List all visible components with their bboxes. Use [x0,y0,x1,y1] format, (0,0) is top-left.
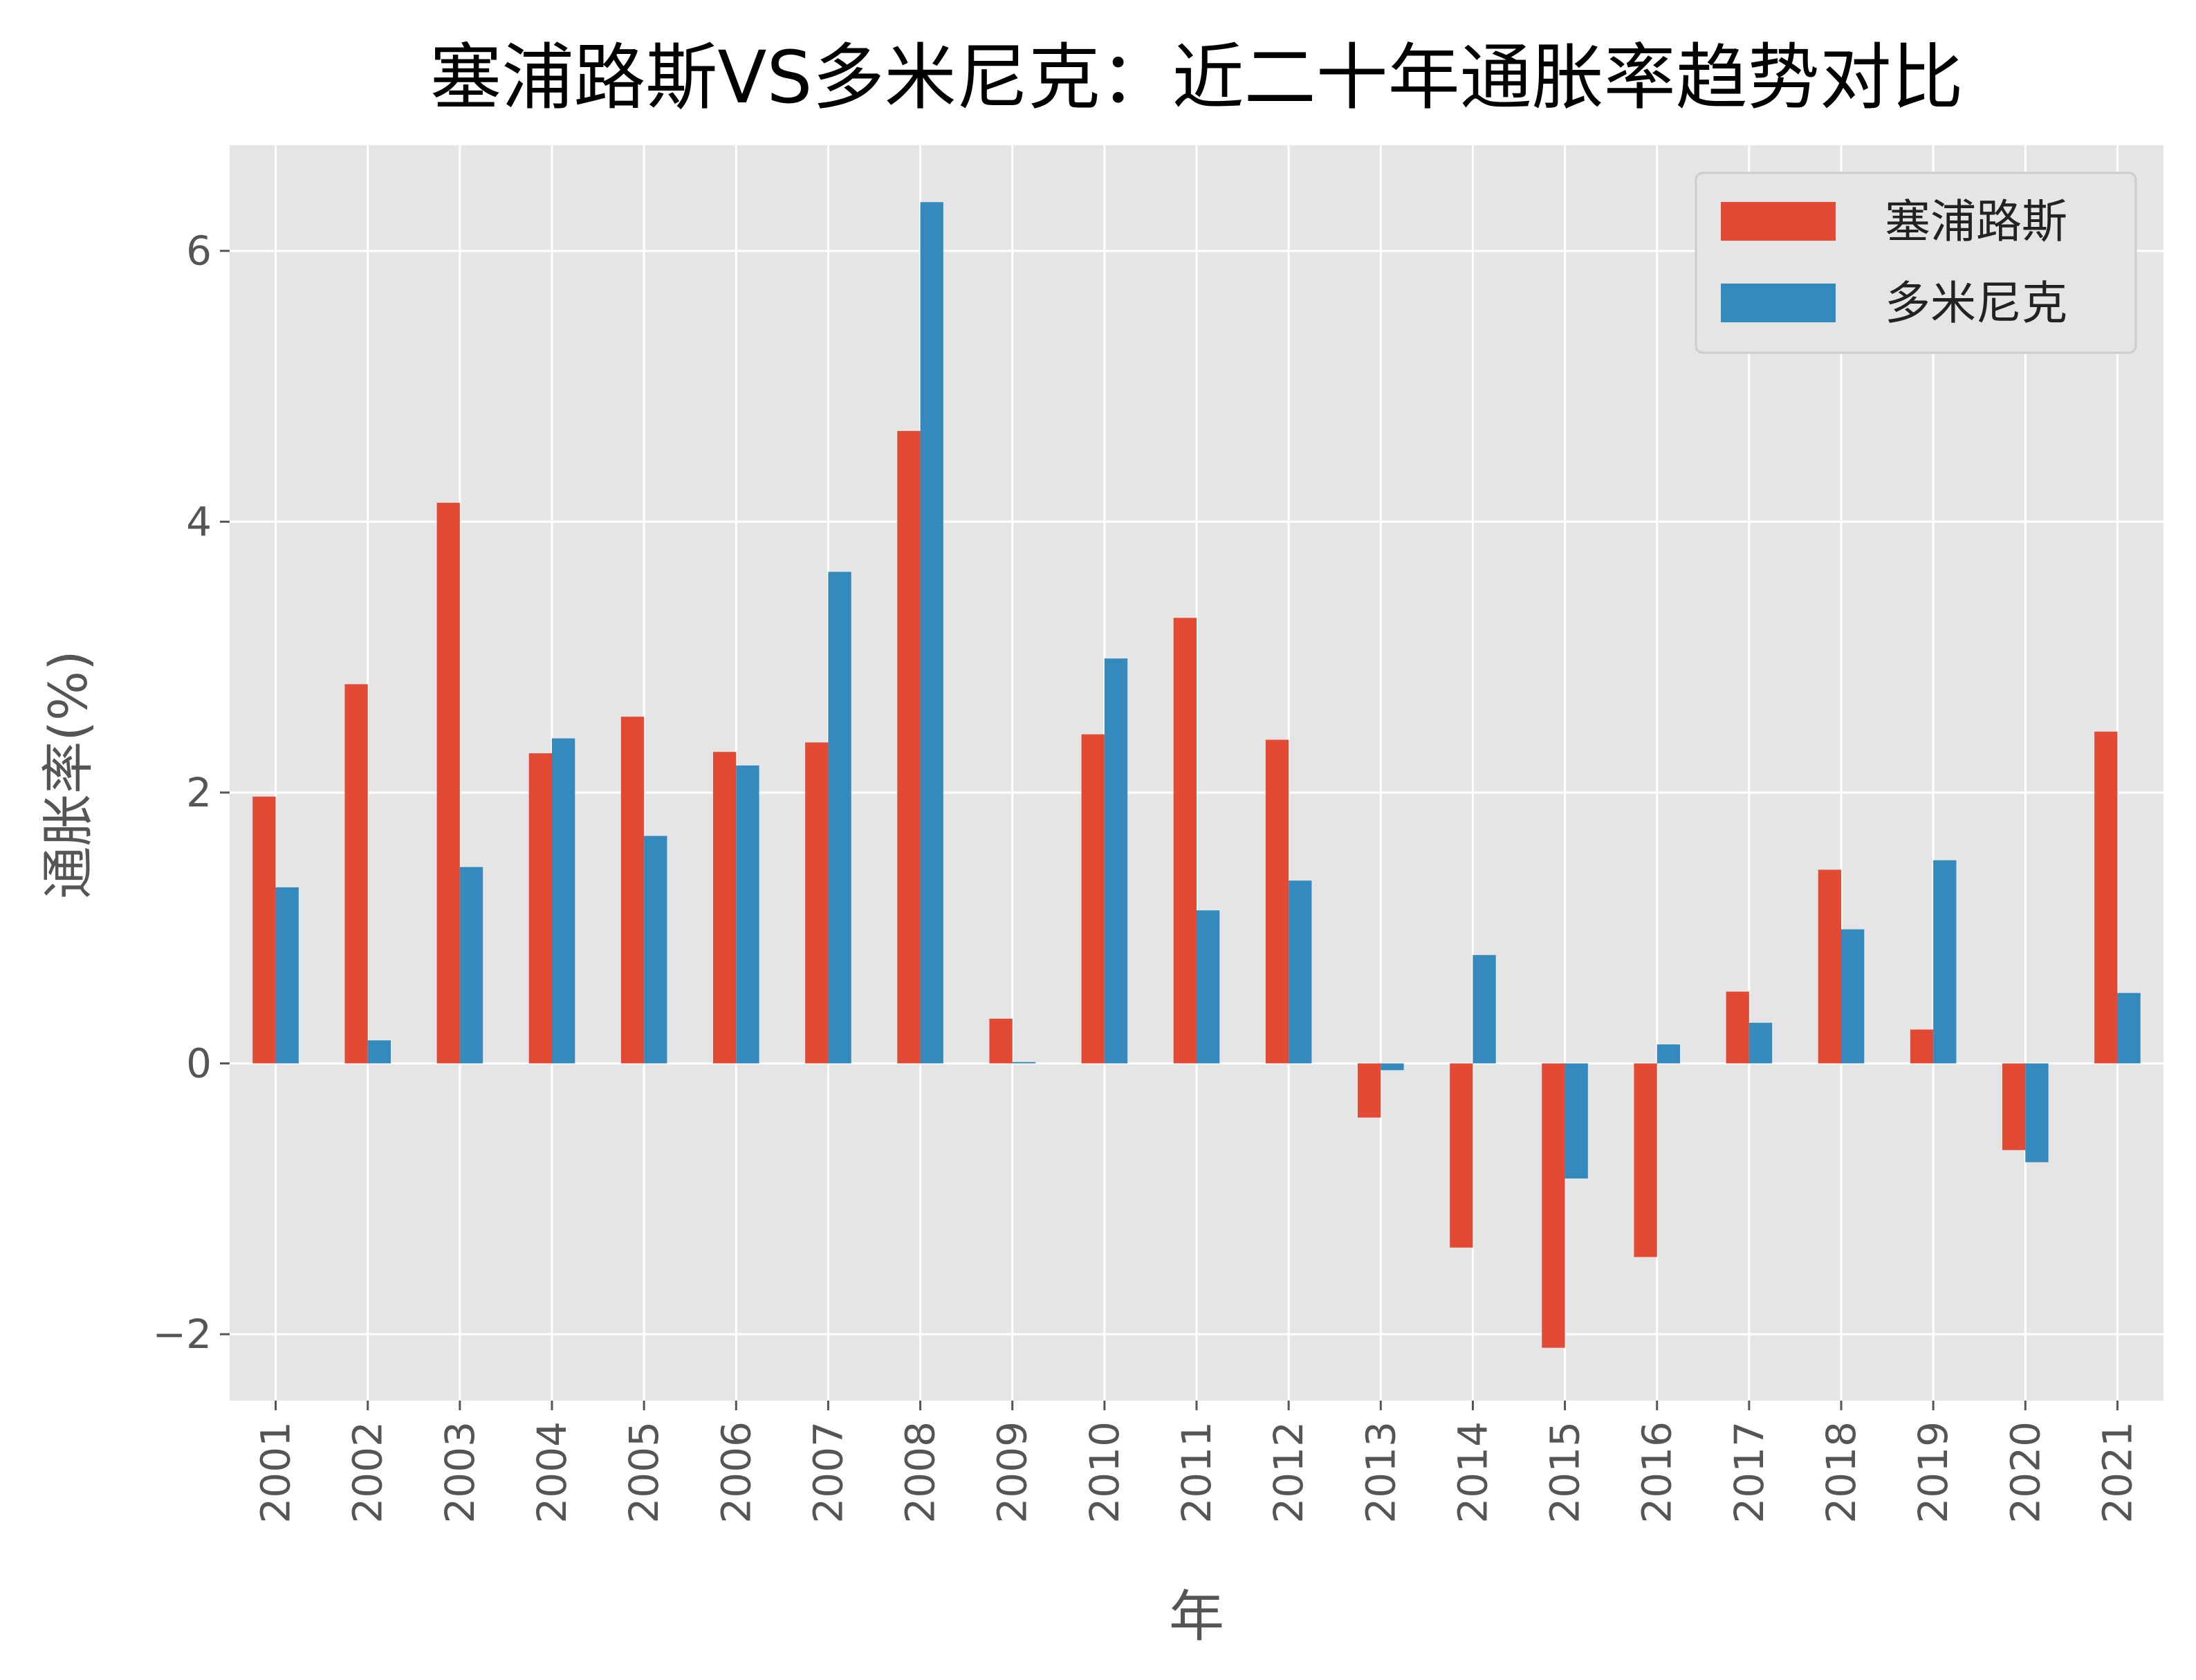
legend: 塞浦路斯 多米尼克 [1695,172,2137,354]
bar-cyprus-2020 [2002,1063,2026,1150]
y-tick-label: 6 [186,228,212,275]
bar-cyprus-2004 [528,753,552,1064]
bar-cyprus-2019 [1910,1029,1934,1064]
bar-cyprus-2016 [1634,1063,1657,1257]
x-tick-label: 2001 [252,1421,299,1524]
x-tick-label: 2006 [712,1421,759,1524]
bar-cyprus-2003 [436,502,460,1064]
y-tick-label: 4 [186,498,212,545]
bar-cyprus-2013 [1358,1063,1381,1118]
x-tick-label: 2004 [528,1421,575,1524]
y-tick-label: −2 [153,1311,212,1358]
bar-dominica-2014 [1473,954,1496,1064]
bar-dominica-2008 [920,202,943,1064]
legend-label-cyprus: 塞浦路斯 [1885,195,2067,248]
bar-cyprus-2006 [713,752,737,1064]
bar-dominica-2011 [1197,910,1220,1064]
x-tick-label: 2021 [2094,1421,2141,1524]
bar-cyprus-2011 [1173,618,1197,1064]
x-tick-label: 2020 [2002,1421,2049,1524]
bar-cyprus-2014 [1450,1063,1473,1248]
x-tick-label: 2007 [804,1421,851,1524]
x-tick-label: 2018 [1818,1421,1865,1524]
bar-cyprus-2018 [1818,869,1841,1064]
bar-cyprus-2002 [344,684,368,1064]
bar-cyprus-2012 [1265,739,1289,1064]
bar-dominica-2021 [2117,993,2141,1064]
bar-cyprus-2009 [989,1018,1013,1064]
bar-dominica-2007 [828,571,851,1064]
bar-dominica-2010 [1104,658,1128,1064]
bar-cyprus-2001 [252,796,276,1064]
chart-title: 塞浦路斯VS多米尼克：近二十年通胀率趋势对比 [430,35,1963,120]
bar-dominica-2017 [1749,1022,1773,1064]
bar-cyprus-2021 [2094,731,2118,1064]
x-axis-label: 年 [1169,1585,1224,1649]
legend-label-dominica: 多米尼克 [1885,277,2067,330]
x-tick-label: 2010 [1081,1421,1128,1524]
y-axis-label: 通胀率(%) [37,650,99,899]
bar-dominica-2004 [552,738,575,1064]
bar-dominica-2013 [1381,1063,1404,1071]
legend-swatch-dominica [1721,284,1836,322]
bar-dominica-2015 [1565,1063,1588,1179]
bar-cyprus-2010 [1081,734,1105,1064]
bar-dominica-2005 [644,836,667,1064]
x-tick-label: 2019 [1910,1421,1957,1524]
bar-dominica-2009 [1012,1062,1035,1064]
y-tick-label: 0 [186,1040,212,1087]
x-tick-label: 2005 [620,1421,667,1524]
bar-cyprus-2015 [1542,1063,1565,1348]
x-tick-label: 2016 [1634,1421,1681,1524]
x-tick-label: 2012 [1265,1421,1312,1524]
bar-dominica-2002 [367,1040,391,1064]
bar-dominica-2001 [275,887,299,1064]
bar-cyprus-2005 [620,717,645,1064]
bar-cyprus-2008 [897,431,921,1064]
bars [252,202,2141,1348]
y-tick-label: 2 [186,769,212,816]
x-tick-label: 2017 [1726,1421,1773,1524]
bar-dominica-2018 [1841,929,1865,1064]
x-tick-label: 2014 [1449,1421,1496,1524]
bar-dominica-2019 [1933,860,1957,1064]
legend-swatch-cyprus [1721,202,1836,241]
x-ticks: 2001 2002 2003 2004 2005 2006 2007 2008 2009 2010… [252,1401,2141,1524]
bar-dominica-2016 [1657,1044,1680,1064]
y-ticks: −2 0 2 4 6 [153,228,230,1358]
x-tick-label: 2003 [436,1421,483,1524]
bar-dominica-2006 [736,765,759,1064]
x-tick-label: 2008 [897,1421,944,1524]
x-tick-label: 2015 [1542,1421,1589,1524]
bar-dominica-2020 [2025,1063,2049,1163]
x-tick-label: 2011 [1173,1421,1220,1524]
bar-cyprus-2007 [805,742,829,1064]
bar-cyprus-2017 [1726,991,1749,1064]
x-tick-label: 2013 [1357,1421,1404,1524]
x-tick-label: 2002 [344,1421,391,1524]
bar-dominica-2003 [459,867,483,1064]
bar-dominica-2012 [1289,880,1312,1064]
x-tick-label: 2009 [989,1421,1036,1524]
